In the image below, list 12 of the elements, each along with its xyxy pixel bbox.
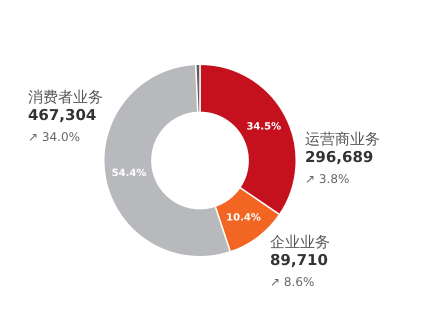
- text: 296,689: [305, 148, 374, 166]
- text: 89,710: [270, 251, 329, 269]
- data-label: 54.4%: [112, 168, 146, 180]
- text: ↗ 8.6%: [270, 275, 316, 290]
- text: ↗ 34.0%: [28, 130, 81, 144]
- text: 467,304: [28, 106, 98, 124]
- slice-label: 运营商业务: [305, 130, 380, 148]
- slice-label: 消费者业务: [28, 88, 103, 106]
- text: ↗ 3.8%: [305, 172, 350, 186]
- slice-label: 企业业务: [270, 233, 330, 251]
- data-label: 34.5%: [246, 121, 282, 132]
- data-label: 10.4%: [226, 212, 261, 224]
